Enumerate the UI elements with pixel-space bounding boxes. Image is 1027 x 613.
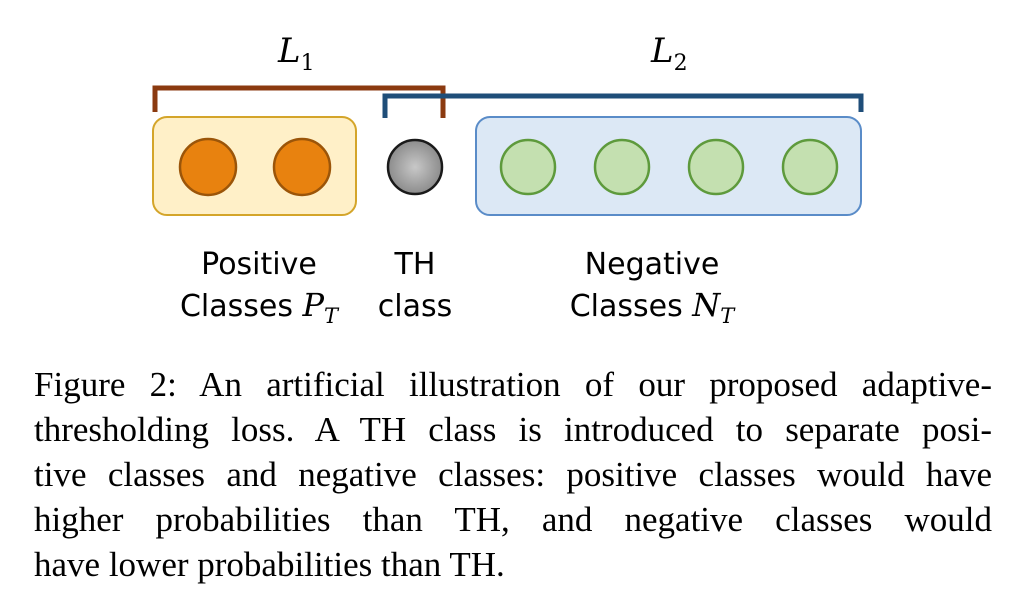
loss-1-bracket [152, 85, 446, 118]
negative-classes-label-line1: Negative [585, 247, 720, 282]
negative-class-node [687, 138, 745, 196]
positive-class-node [178, 137, 238, 197]
caption-line: thresholding loss. A TH class is introdu… [34, 410, 992, 449]
loss-1-label: L1 [277, 31, 315, 76]
negative-class-node [499, 138, 557, 196]
adaptive-thresholding-diagram: L1 L2 Positive Classes PT TH class Negat… [152, 31, 864, 328]
caption-line: higher probabilities than TH, and negati… [34, 500, 992, 539]
negative-class-node [781, 138, 839, 196]
caption-line: have lower probabilities than TH. [34, 545, 505, 584]
threshold-class-node [386, 138, 444, 196]
threshold-class-label-line2: class [378, 289, 452, 324]
caption-line: tive classes and negative classes: posit… [34, 455, 992, 494]
negative-classes-label-line2: Classes NT [570, 286, 737, 328]
loss-2-bracket [382, 93, 864, 118]
loss-2-label: L2 [650, 31, 688, 76]
caption-line: Figure 2: An artificial illustration of … [34, 365, 992, 404]
positive-classes-label-line1: Positive [201, 247, 317, 282]
positive-classes-label-line2: Classes PT [180, 286, 340, 328]
threshold-class-label-line1: TH [394, 247, 436, 282]
negative-classes-box [475, 116, 862, 216]
positive-class-node [272, 137, 332, 197]
figure-caption: Figure 2: An artificial illustration of … [34, 362, 992, 587]
negative-class-node [593, 138, 651, 196]
